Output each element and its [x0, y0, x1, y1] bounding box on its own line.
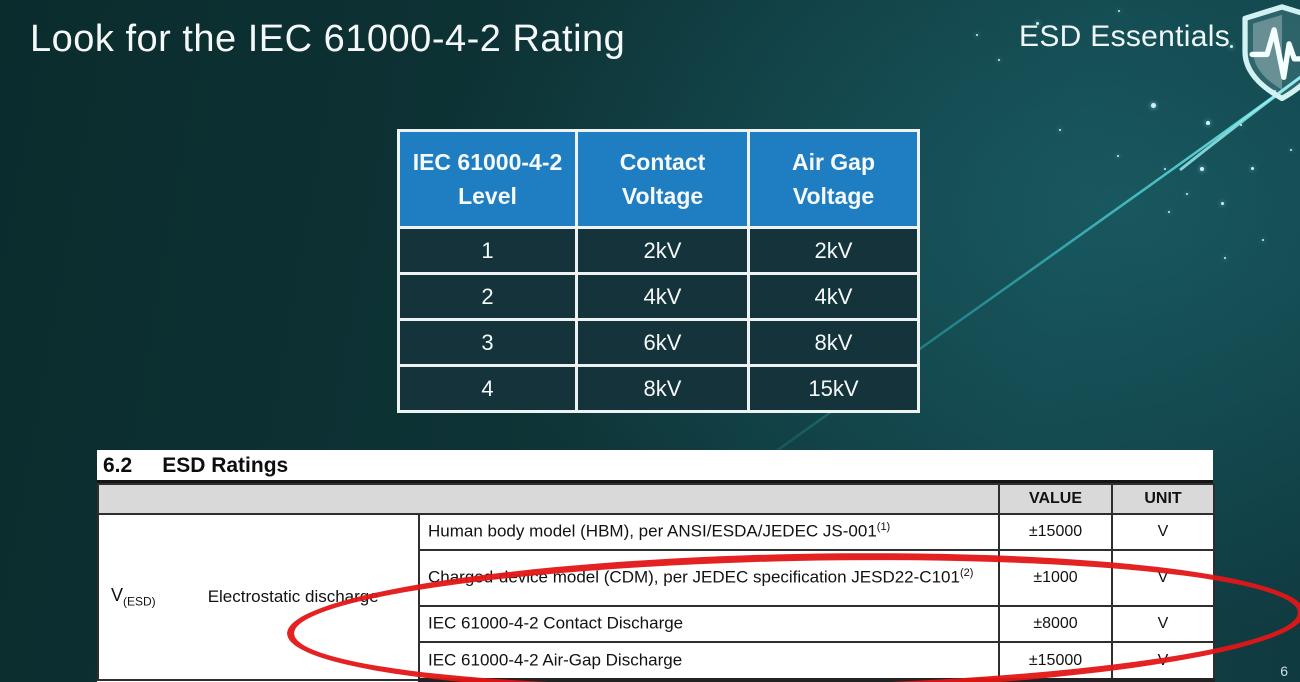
level-cell: 2: [397, 272, 578, 321]
particle-dot: [1221, 202, 1224, 205]
particle-dot: [1168, 211, 1170, 213]
table-row: 4 8kV 15kV: [397, 364, 920, 413]
header-contact: Contact Voltage: [575, 129, 750, 229]
contact-cell: 4kV: [575, 272, 750, 321]
particle-dot: [1224, 257, 1226, 259]
page-number: 6: [1280, 663, 1288, 679]
particle-dot: [1186, 193, 1188, 195]
particle-dot: [1290, 149, 1292, 151]
empty-header-cell: [97, 483, 1000, 515]
iec-levels-table: IEC 61000-4-2 Level Contact Voltage Air …: [397, 129, 920, 413]
table-row: Charged-device model (CDM), per JEDEC sp…: [98, 549, 1215, 607]
header-airgap: Air Gap Voltage: [747, 129, 920, 229]
table-row: 1 2kV 2kV: [397, 226, 920, 275]
condition-cell: Charged-device model (CDM), per JEDEC sp…: [418, 549, 1000, 607]
particle-dot: [1164, 168, 1166, 170]
airgap-cell: 2kV: [747, 226, 920, 275]
particle-dot: [1230, 45, 1233, 48]
airgap-cell: 8kV: [747, 318, 920, 367]
value-cell: ±15000: [998, 641, 1113, 682]
header-level: IEC 61000-4-2 Level: [397, 129, 578, 229]
table-row: IEC 61000-4-2 Air-Gap Discharge ±15000 V: [98, 641, 1215, 682]
esd-shield-logo-icon: [1238, 2, 1300, 106]
airgap-cell: 15kV: [747, 364, 920, 413]
particle-dot: [1118, 10, 1120, 12]
levels-header-row: IEC 61000-4-2 Level Contact Voltage Air …: [397, 129, 920, 229]
brand-title: ESD Essentials: [1019, 20, 1230, 53]
level-cell: 1: [397, 226, 578, 275]
datasheet-excerpt: 6.2 ESD Ratings VALUE UNIT V(ESD) Electr…: [97, 450, 1215, 682]
condition-cell: Human body model (HBM), per ANSI/ESDA/JE…: [418, 513, 1000, 551]
level-cell: 4: [397, 364, 578, 413]
airgap-cell: 4kV: [747, 272, 920, 321]
contact-cell: 8kV: [575, 364, 750, 413]
condition-cell: IEC 61000-4-2 Air-Gap Discharge: [418, 641, 1000, 682]
value-cell: ±8000: [998, 605, 1113, 643]
esd-symbol: V(ESD): [111, 585, 156, 609]
unit-cell: V: [1111, 641, 1215, 682]
parameter-label: Electrostatic discharge: [207, 587, 379, 606]
condition-cell: IEC 61000-4-2 Contact Discharge: [418, 605, 1000, 643]
value-header: VALUE: [998, 483, 1113, 515]
particle-dot: [998, 59, 1000, 61]
particle-dot: [1206, 121, 1210, 125]
table-row: 2 4kV 4kV: [397, 272, 920, 321]
unit-cell: V: [1111, 549, 1215, 607]
table-row: 3 6kV 8kV: [397, 318, 920, 367]
particle-dot: [1240, 124, 1242, 126]
symbol-parameter-cell: V(ESD) Electrostatic discharge: [97, 513, 420, 681]
particle-dot: [1200, 167, 1204, 171]
unit-cell: V: [1111, 513, 1215, 551]
level-cell: 3: [397, 318, 578, 367]
particle-dot: [1251, 167, 1254, 170]
unit-cell: V: [1111, 605, 1215, 643]
particle-dot: [1059, 129, 1061, 131]
datasheet-header-row: VALUE UNIT: [97, 483, 1215, 515]
value-cell: ±15000: [998, 513, 1113, 551]
section-number: 6.2: [103, 454, 133, 477]
table-row: V(ESD) Electrostatic discharge Human bod…: [97, 513, 1215, 681]
value-cell: ±1000: [998, 549, 1113, 607]
contact-cell: 6kV: [575, 318, 750, 367]
table-row: IEC 61000-4-2 Contact Discharge ±8000 V: [98, 605, 1215, 643]
particle-dot: [1151, 103, 1156, 108]
datasheet-section-heading: 6.2 ESD Ratings: [97, 450, 1213, 483]
contact-cell: 2kV: [575, 226, 750, 275]
particle-dot: [976, 34, 978, 36]
unit-header: UNIT: [1111, 483, 1215, 515]
particle-dot: [1117, 155, 1119, 157]
particle-dot: [1262, 239, 1264, 241]
section-title: ESD Ratings: [162, 454, 289, 477]
slide-title: Look for the IEC 61000-4-2 Rating: [30, 18, 626, 60]
